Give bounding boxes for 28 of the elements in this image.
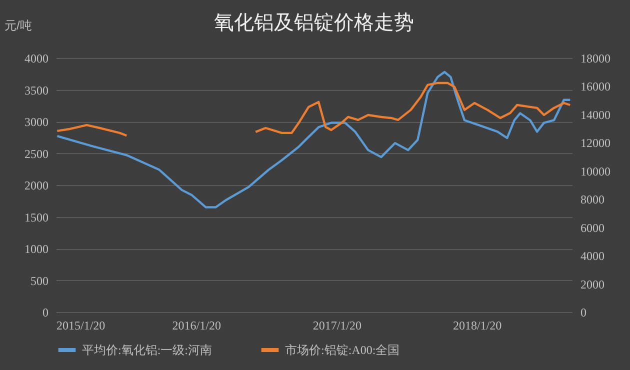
y-tick-label: 1000	[24, 242, 48, 256]
x-tick-label: 2016/1/20	[172, 318, 221, 332]
y2-tick-label: 8000	[580, 192, 604, 207]
chart-title: 氧化铝及铝锭价格走势	[214, 10, 414, 34]
x-tick-label: 2018/1/20	[452, 318, 502, 332]
y-tick-label: 4000	[24, 52, 48, 66]
line-series	[56, 70, 572, 208]
y2-tick-label: 16000	[580, 80, 610, 94]
y2-tick-label: 2000	[580, 277, 604, 292]
y2-tick-label: 10000	[580, 164, 610, 178]
x-tick-label: 2015/1/20	[56, 318, 106, 332]
y-tick-label: 1500	[24, 210, 48, 224]
y-tick-label: 2000	[24, 178, 48, 192]
x-tick-label: 2017/1/20	[312, 318, 362, 332]
y2-tick-label: 18000	[580, 52, 610, 66]
y2-tick-label: 6000	[580, 220, 604, 235]
y-tick-label: 0	[42, 306, 48, 320]
y-tick-label: 3000	[24, 115, 48, 129]
y2-tick-label: 4000	[580, 249, 604, 264]
y2-tick-label: 12000	[580, 136, 610, 150]
y-tick-label: 2500	[24, 146, 48, 161]
y2-tick-label: 0	[580, 306, 586, 320]
legend-label: 市场价:铝锭:A00:全国	[285, 343, 400, 357]
y-tick-label: 500	[30, 274, 48, 288]
y2-tick-label: 14000	[580, 108, 610, 122]
y-tick-label: 3500	[24, 83, 48, 98]
legend-label: 平均价:氧化铝:一级:河南	[82, 343, 212, 357]
y-axis-title: 元/吨	[4, 18, 32, 32]
